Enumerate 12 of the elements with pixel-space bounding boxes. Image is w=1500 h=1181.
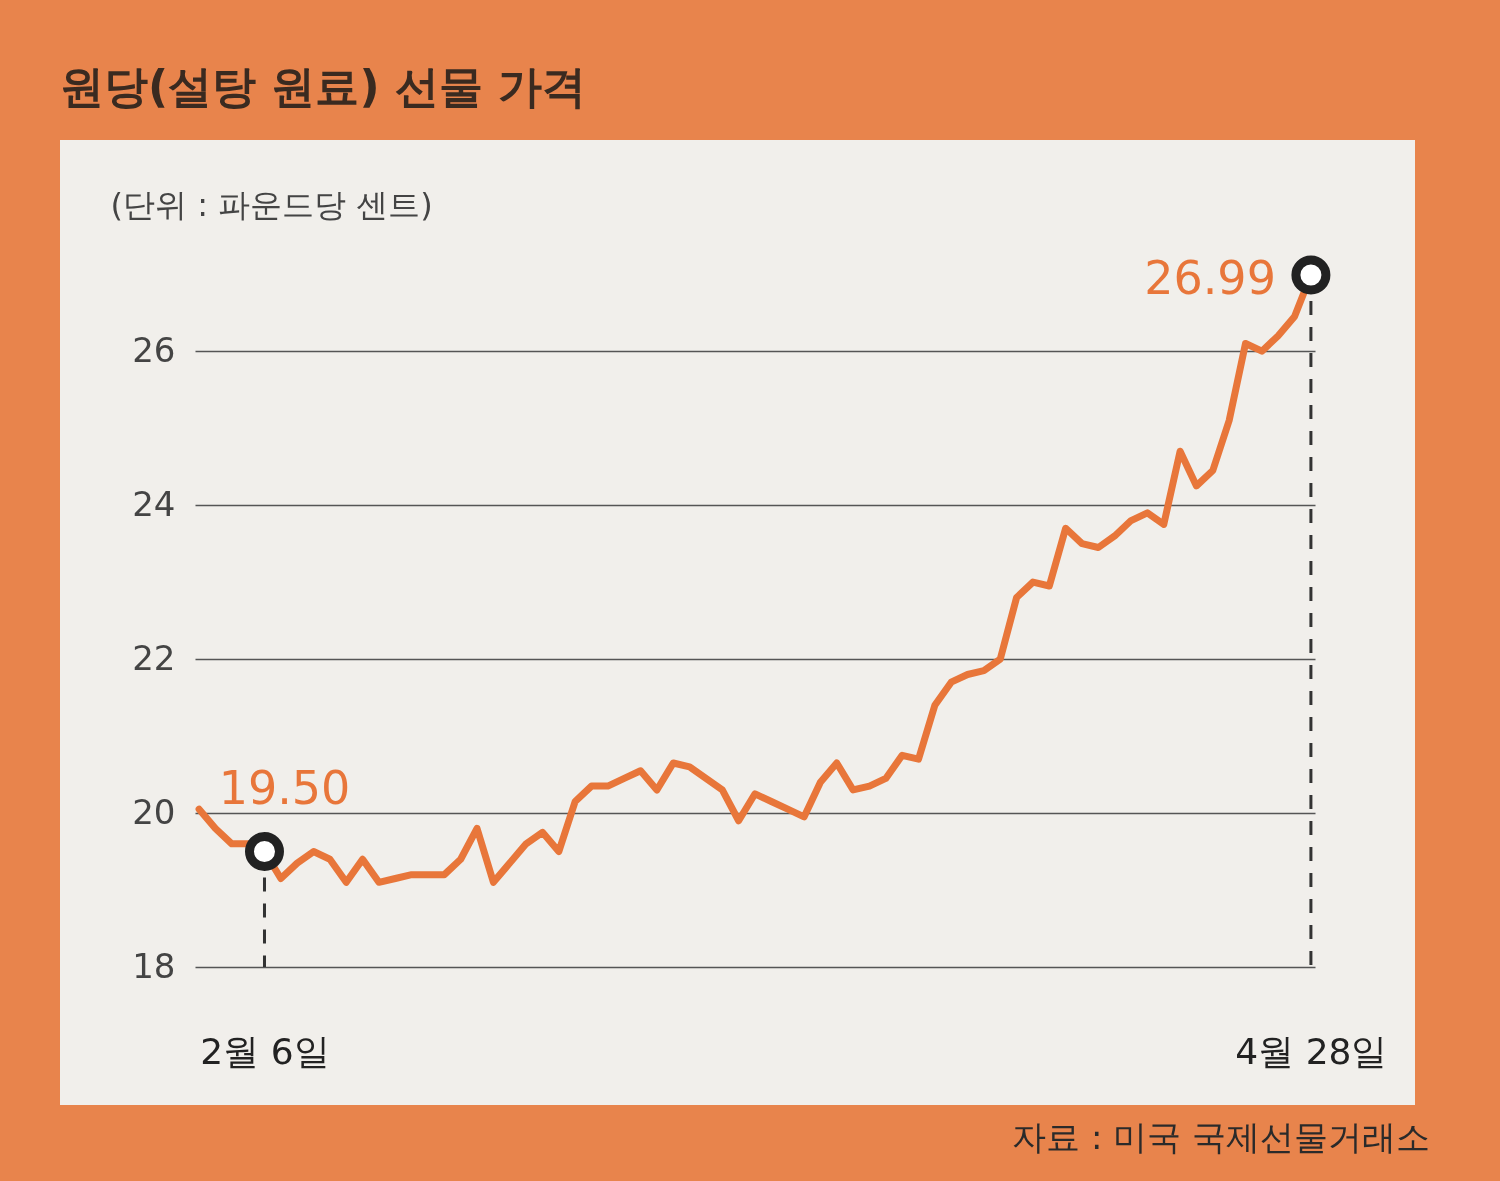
data-label: 19.50 <box>218 760 351 815</box>
chart-title: 원당(설탕 원료) 선물 가격 <box>60 60 587 114</box>
x-tick-label: 4월 28일 <box>1235 1030 1388 1072</box>
y-tick-label: 20 <box>132 791 176 832</box>
data-label: 26.99 <box>1144 251 1276 305</box>
text: 자료 : 미국 국제선물거래소 <box>1012 1116 1430 1159</box>
y-tick-label: 22 <box>132 637 176 678</box>
y-tick-label: 24 <box>132 483 176 524</box>
y-axis-title: (단위 : 파운드당 센트) <box>110 185 433 224</box>
x-tick-label: 2월 6일 <box>200 1030 330 1072</box>
y-tick-label: 18 <box>132 945 176 986</box>
y-tick-label: 26 <box>132 329 176 370</box>
